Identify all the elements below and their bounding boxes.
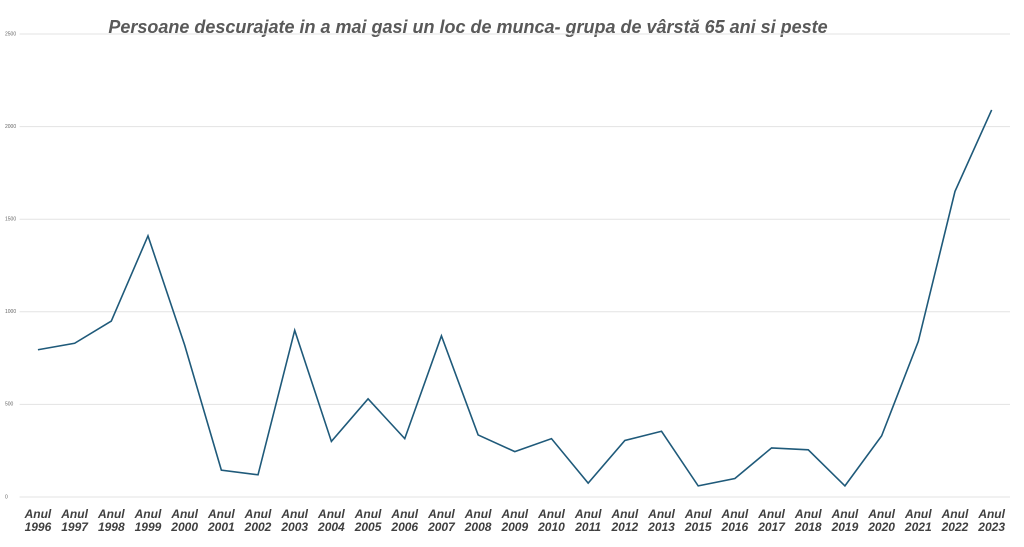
y-tick-label: 500	[5, 402, 14, 408]
x-tick-label: Anul 2006	[391, 507, 419, 534]
x-tick-label: Anul 2004	[318, 507, 345, 534]
x-tick-label: Anul 2015	[684, 507, 712, 534]
x-tick-label: Anul 2009	[501, 507, 529, 534]
x-tick-label: Anul 2013	[648, 507, 675, 534]
x-tick-label: Anul 2001	[207, 507, 235, 534]
y-tick-label: 2000	[5, 124, 16, 130]
x-tick-label: Anul 1997	[61, 507, 88, 534]
x-tick-label: Anul 2019	[831, 507, 859, 534]
x-tick-label: Anul 2003	[281, 507, 309, 534]
x-tick-label: Anul 1996	[24, 507, 52, 534]
x-tick-label: Anul 2023	[978, 507, 1005, 534]
y-tick-label: 1000	[5, 309, 16, 315]
y-tick-label: 2500	[5, 31, 16, 37]
y-tick-label: 0	[5, 494, 8, 500]
x-tick-label: Anul 2020	[868, 507, 895, 534]
x-tick-label: Anul 2012	[611, 507, 639, 534]
x-tick-label: Anul 2000	[171, 507, 198, 534]
x-tick-label: Anul 2018	[794, 507, 822, 534]
x-tick-label: Anul 2011	[574, 507, 602, 534]
x-tick-label: Anul 2007	[428, 507, 455, 534]
x-tick-label: Anul 2002	[244, 507, 272, 534]
chart-title: Persoane descurajate in a mai gasi un lo…	[108, 17, 827, 37]
x-tick-label: Anul 2022	[941, 507, 969, 534]
data-line	[37, 109, 993, 488]
x-tick-label: Anul 2017	[758, 507, 785, 534]
x-tick-label: Anul 2005	[354, 507, 382, 534]
y-tick-label: 1500	[5, 217, 16, 223]
x-tick-label: Anul 2008	[464, 507, 492, 534]
x-tick-label: Anul 1999	[134, 507, 162, 534]
x-tick-label: Anul 2010	[538, 507, 565, 534]
x-tick-label: Anul 2016	[721, 507, 749, 534]
x-tick-label: Anul 2021	[904, 507, 932, 534]
x-tick-label: Anul 1998	[97, 507, 125, 534]
